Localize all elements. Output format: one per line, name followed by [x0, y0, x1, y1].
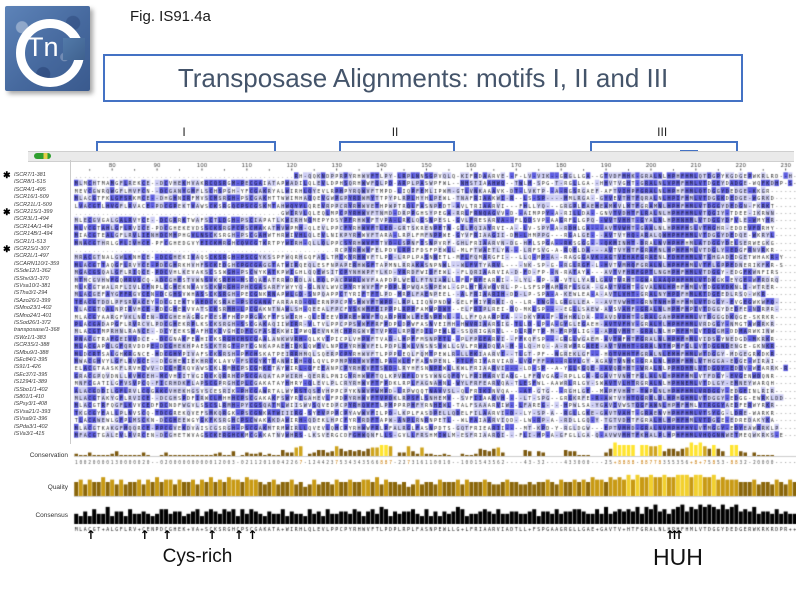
sequence-name: ISEc37/1-395	[14, 371, 48, 378]
up-arrow-icon: ↑	[247, 528, 258, 542]
huh-label: HUH	[652, 544, 703, 570]
sequence-name: ISCR14B/1-494	[14, 231, 53, 238]
consensus-label: Consensus	[35, 512, 68, 519]
motif-bracket-I	[96, 141, 276, 155]
sequence-name: ISCR14A/1-494	[14, 223, 53, 230]
sequence-name: ISEc84/1-395	[14, 357, 48, 363]
sequence-name: ISVsa9/1-396	[14, 416, 48, 423]
sequence-name: ISCR16/1-509	[14, 194, 49, 201]
conservation-label: Conservation	[29, 452, 68, 459]
up-arrow-icon: ↑	[162, 528, 173, 542]
sequence-name: ISPda3/1-402	[14, 423, 48, 430]
sequence-names-panel: ✱ ISCR7/1-381 ISCR8/1-515 ISCR4/1-495 ISCR16…	[0, 0, 70, 600]
sequence-name: ISAzo26/1-399	[14, 297, 51, 304]
figure-label: Fig. IS91.4a	[130, 8, 211, 25]
sequence-name: ISCR2S/1-307	[14, 246, 50, 252]
sequence-name: ISCR7/1-381	[14, 172, 46, 178]
sequence-name: ISCR4/1-495	[14, 186, 46, 193]
motif-bracket-II	[338, 141, 456, 155]
sequence-name: ISSde12/1-362	[14, 268, 51, 275]
sequence-name: IS1294/1-389	[14, 379, 48, 386]
sequence-name: ISCR21L/1-509	[14, 201, 52, 208]
up-arrow-icon: ↑	[664, 528, 675, 542]
motif-bracket-III	[590, 141, 739, 155]
sequence-name: ISCR1/1-513	[14, 238, 46, 245]
sequence-name: ISMno23/1-402	[14, 305, 52, 312]
quality-label: Quality	[47, 484, 68, 491]
sequence-name: ISCARN110/1-359	[14, 260, 60, 267]
sequence-name: ISCR8/1-515	[14, 179, 46, 186]
title-box: Transposase Alignments: motifs I, II and…	[103, 54, 743, 102]
logo-tn-text: Tn	[27, 32, 59, 62]
sequence-name: ISCR2L/1-497	[14, 253, 49, 260]
up-arrow-icon: ↑	[233, 528, 244, 542]
up-arrow-icon: ↑	[139, 528, 150, 542]
sequence-name: ISCR3S/1-388	[14, 342, 50, 349]
sequence-name: ISMbu9/1-388	[14, 349, 49, 356]
motif-label-I: I	[182, 125, 186, 139]
sequence-name: ISPsy3/1-408	[14, 401, 48, 408]
sequence-name: ISShvi3/1-370	[14, 275, 49, 282]
slide-title: Transposase Alignments: motifs I, II and…	[177, 63, 669, 93]
jalview-mini-icon	[34, 153, 51, 159]
sequence-name: ISVsa10/1-381	[14, 283, 51, 289]
sequence-name: ISSbo1/1-402	[14, 386, 48, 393]
reference-star: ✱	[3, 206, 11, 217]
sequence-name: IS801/1-410	[14, 394, 44, 400]
reference-star: ✱	[3, 243, 11, 254]
reference-star: ✱	[3, 169, 11, 180]
names-divider	[70, 160, 71, 444]
sequence-name: ISVsa21/1-393	[14, 408, 51, 415]
motif-label-II: II	[391, 125, 399, 139]
sequence-name: ISMno24/1-401	[14, 312, 52, 319]
sequence-name: transposase/1-368	[14, 327, 60, 334]
sequence-name: IS91/1-426	[14, 364, 41, 371]
up-arrow-icon: ↑	[673, 528, 684, 542]
sequence-name: ISTha3/1-294	[14, 290, 48, 297]
sequence-name: ISCR21S/1-399	[14, 209, 53, 215]
sequence-name: ISVa3/1-415	[14, 431, 45, 437]
up-arrow-icon: ↑	[669, 528, 680, 542]
up-arrow-icon: ↑	[206, 528, 217, 542]
alignment-grid	[72, 152, 796, 532]
sequence-name: ISSod26/1-372	[14, 320, 51, 326]
sequence-name: ISCR3L/1-494	[14, 216, 49, 223]
cys-rich-label: Cys-rich	[162, 546, 233, 567]
up-arrow-icon: ↑	[85, 528, 96, 542]
sequence-name: ISWz1/1-383	[14, 334, 46, 341]
ctn-logo: Tn	[5, 6, 90, 91]
logo-c-gap	[63, 38, 85, 60]
motif-label-III: III	[657, 125, 668, 139]
